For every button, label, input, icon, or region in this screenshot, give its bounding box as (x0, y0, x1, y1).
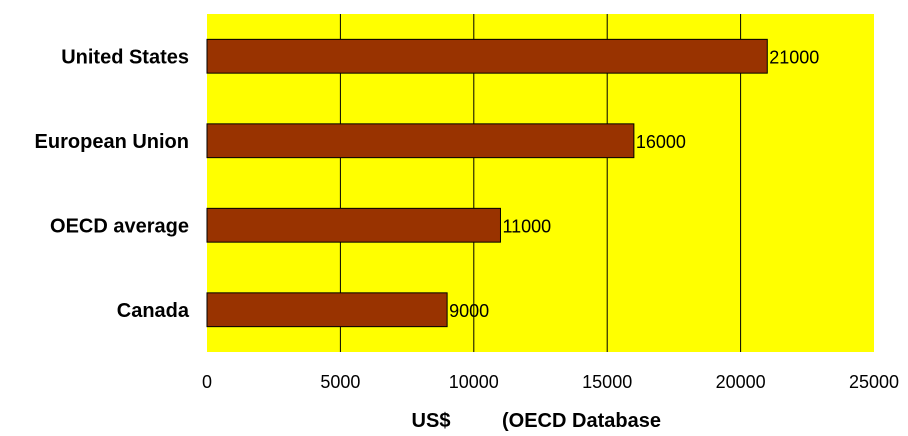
data-label: 11000 (502, 216, 551, 236)
x-axis-label-source: (OECD Database (502, 410, 661, 432)
labels: 0 5000 10000 15000 20000 25000 United States 21… (35, 46, 899, 392)
data-label: 16000 (636, 132, 686, 152)
x-tick-label: 15000 (582, 372, 632, 392)
data-label: 9000 (449, 301, 489, 321)
x-tick-label: 25000 (849, 372, 899, 392)
category-label: United States (61, 46, 189, 68)
bar (206, 38, 768, 74)
x-tick-label: 0 (202, 372, 212, 392)
bars (206, 38, 768, 328)
x-tick-label: 5000 (320, 372, 360, 392)
category-label: Canada (117, 300, 190, 322)
x-axis-label-unit: US$ (412, 410, 451, 432)
bar (206, 292, 448, 328)
category-label: OECD average (50, 215, 189, 237)
category-label: European Union (35, 131, 189, 153)
data-label: 21000 (769, 47, 819, 67)
x-tick-label: 10000 (449, 372, 499, 392)
bar (206, 207, 501, 243)
bar (206, 123, 635, 159)
x-tick-label: 20000 (716, 372, 766, 392)
